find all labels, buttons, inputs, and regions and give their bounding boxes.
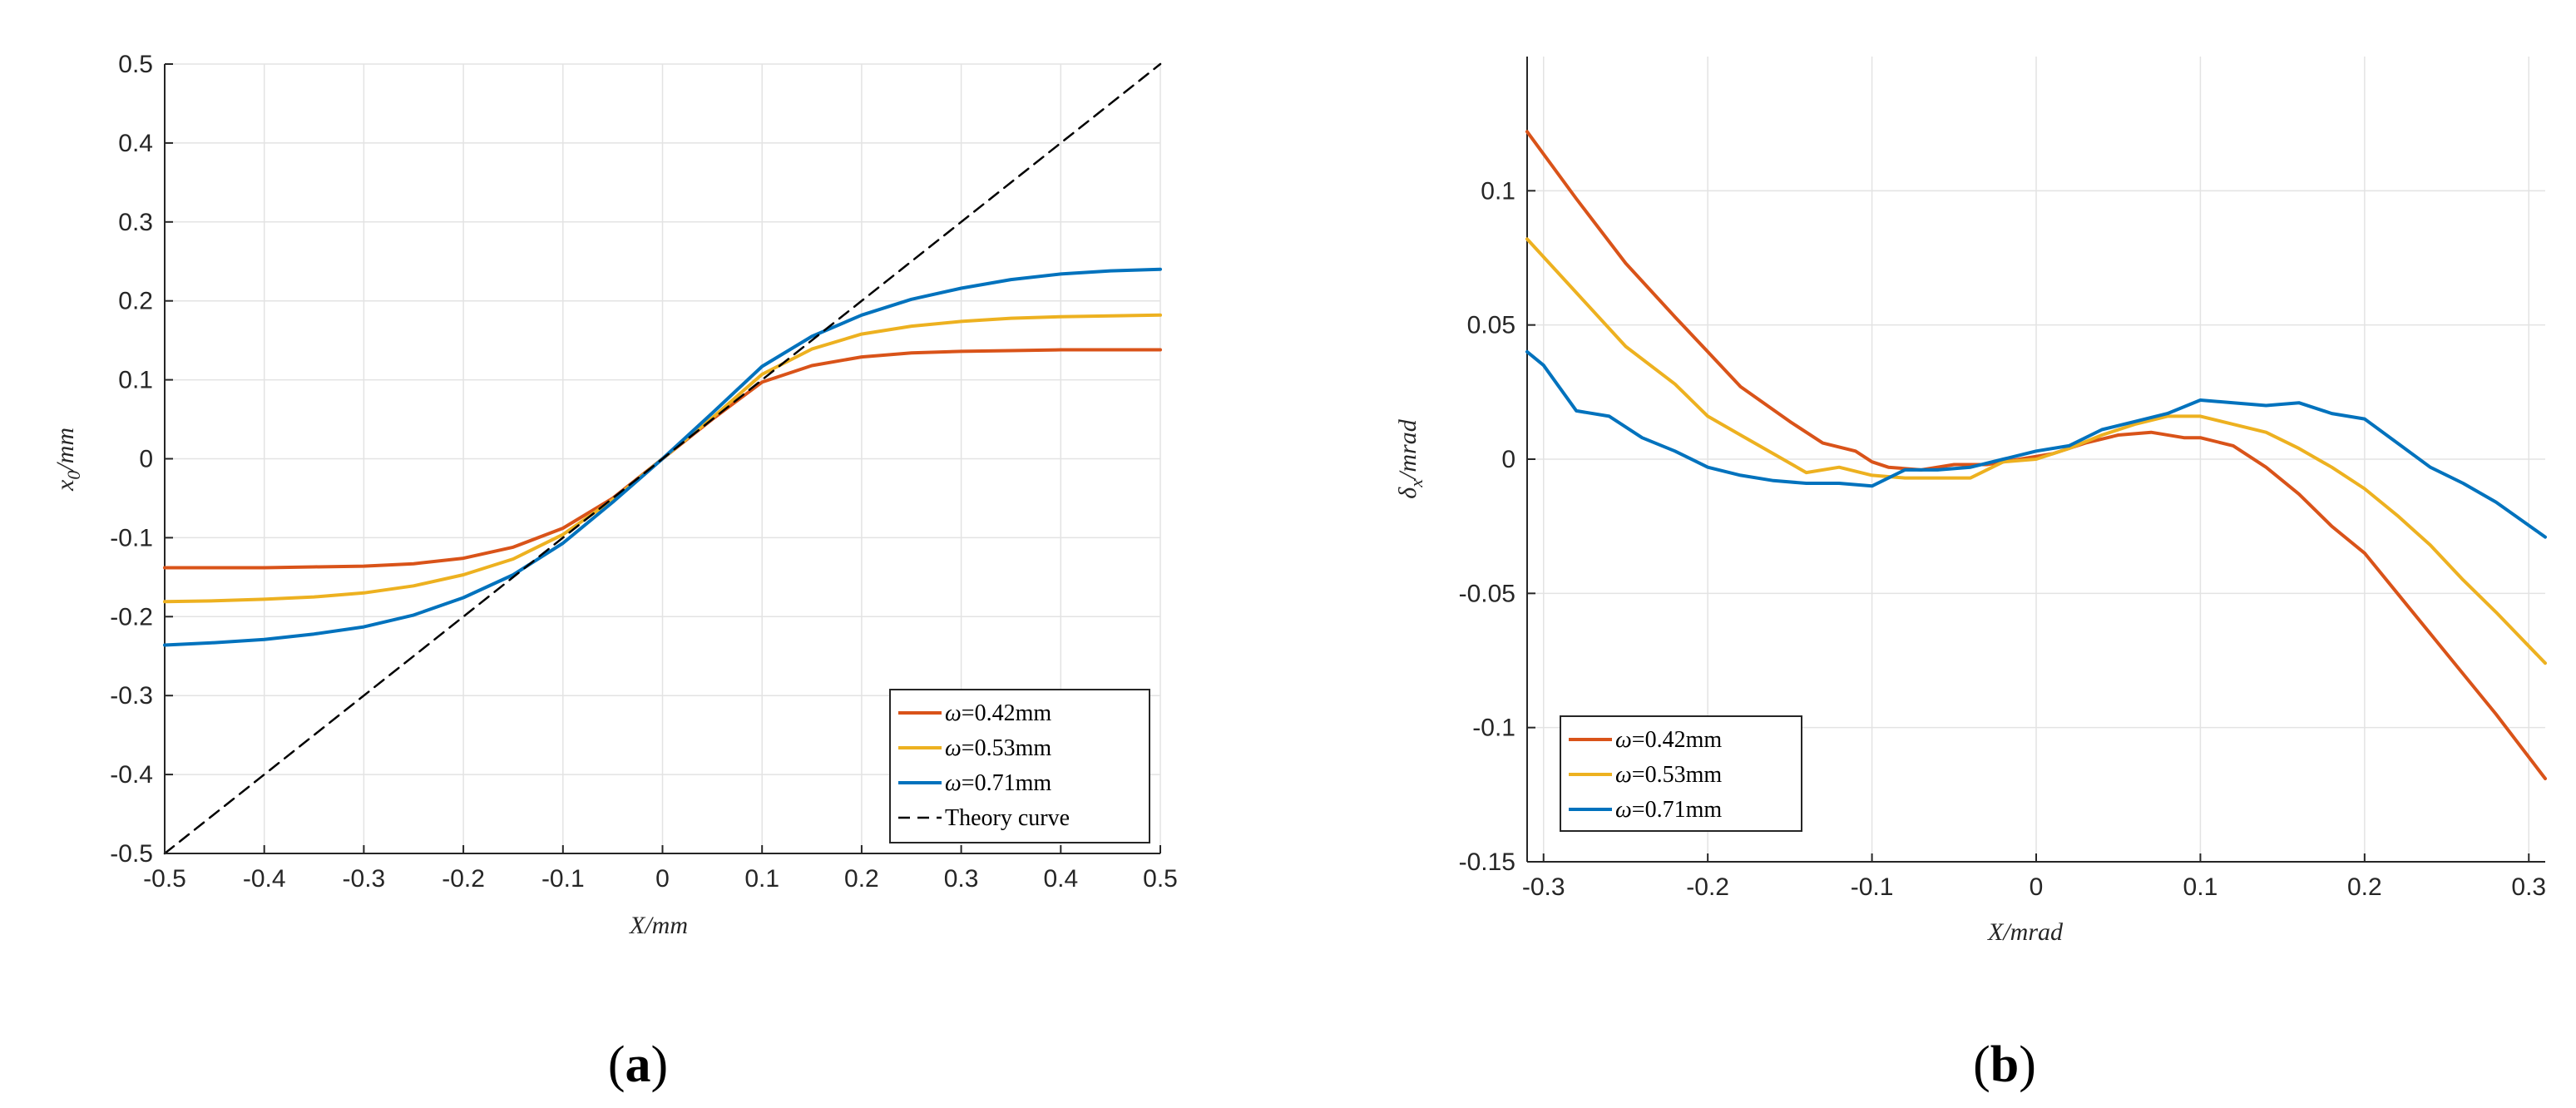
y-tick-label-a-9: 0.4 (118, 130, 153, 157)
x-tick-label-b-3: 0 (2030, 873, 2044, 901)
x-tick-label-a-10: 0.5 (1143, 865, 1178, 893)
legend-entry-a-1: ω=0.53mm (945, 735, 1051, 761)
y-tick-label-b-0: -0.15 (1459, 848, 1515, 876)
legend-label-a-2: =0.71mm (962, 770, 1052, 796)
legend-label-a-1: =0.53mm (962, 735, 1052, 761)
y-tick-label-b-3: 0 (1501, 446, 1515, 473)
panel-label-a-letter: a (625, 1036, 651, 1093)
y-axis-label-a-main: x (52, 479, 79, 492)
panel-label-b-letter: b (1990, 1036, 2019, 1093)
legend-label-a-0: =0.42mm (962, 700, 1052, 726)
x-tick-label-a-0: -0.5 (143, 865, 186, 893)
y-axis-label-a: x0/mm (52, 428, 84, 492)
y-tick-label-b-1: -0.1 (1472, 715, 1515, 742)
series-group-b (1525, 130, 2547, 780)
legend-label-b-2: =0.71mm (1632, 797, 1723, 823)
y-axis-label-b: δx/mrad (1394, 418, 1426, 498)
series-line-a-3 (163, 62, 1162, 855)
y-axis-label-b-main: δ (1394, 487, 1421, 499)
panel-label-b: (b) (1973, 1036, 2036, 1093)
x-tick-label-b-6: 0.3 (2511, 873, 2546, 901)
x-tick-label-b-1: -0.2 (1686, 873, 1729, 901)
x-tick-label-a-3: -0.2 (442, 865, 485, 893)
x-tick-label-a-9: 0.4 (1043, 865, 1078, 893)
legend-entry-a-0: ω=0.42mm (945, 700, 1051, 726)
x-tick-label-b-0: -0.3 (1522, 873, 1565, 901)
legend-entry-a-3: Theory curve (945, 805, 1070, 831)
legend-label-b-0: =0.42mm (1632, 727, 1723, 753)
x-tick-label-b-5: 0.2 (2347, 873, 2382, 901)
tick-labels-b: -0.3 -0.2 -0.1 0 0.1 0.2 0.3 -0.15 -0.1 -0.05 0 0.0… (1459, 177, 2547, 901)
y-tick-label-b-2: -0.05 (1459, 580, 1515, 607)
panel-label-a-open: ( (608, 1036, 625, 1093)
x-axis-label-a: X/mm (629, 912, 688, 939)
y-tick-label-b-5: 0.1 (1481, 177, 1515, 205)
chart-panel-a: -0.5 -0.4 -0.3 -0.2 -0.1 0 0.1 0.2 0.3 0.4 0.5 -0.5… (52, 51, 1178, 1093)
legend-label-a-3: Theory curve (945, 805, 1070, 831)
legend-entry-b-0: ω=0.42mm (1615, 727, 1722, 753)
series-group-a (163, 62, 1162, 855)
x-tick-label-a-4: -0.1 (541, 865, 585, 893)
legend-symbol-a-1: ω (945, 735, 962, 761)
legend-box-a (889, 689, 1150, 843)
legend-symbol-b-0: ω (1615, 727, 1632, 753)
y-tick-label-a-1: -0.4 (110, 761, 153, 789)
x-tick-label-a-2: -0.3 (343, 865, 386, 893)
y-tick-label-a-3: -0.2 (110, 603, 153, 631)
y-tick-label-a-8: 0.3 (118, 209, 153, 236)
y-axis-label-a-sub: 0 (63, 471, 84, 480)
panel-label-a: (a) (608, 1036, 668, 1093)
legend-entry-b-2: ω=0.71mm (1615, 797, 1722, 823)
y-tick-label-a-7: 0.2 (118, 288, 153, 315)
y-axis-label-b-suffix: /mrad (1394, 418, 1421, 481)
panel-label-a-close: ) (651, 1036, 669, 1093)
x-axis-label-b: X/mrad (1987, 918, 2064, 946)
x-tick-label-a-6: 0.1 (744, 865, 779, 893)
y-axis-label-a-suffix: /mm (52, 428, 79, 472)
series-line-b-2 (1525, 349, 2547, 539)
legend-entry-b-1: ω=0.53mm (1615, 762, 1722, 788)
chart-panel-b: -0.3 -0.2 -0.1 0 0.1 0.2 0.3 -0.15 -0.1 -0.05 0 0.0… (1394, 57, 2547, 1093)
x-tick-label-b-2: -0.1 (1851, 873, 1894, 901)
y-tick-label-a-6: 0.1 (118, 367, 153, 394)
y-tick-label-a-2: -0.3 (110, 682, 153, 710)
legend-symbol-a-0: ω (945, 700, 962, 726)
y-tick-label-a-5: 0 (139, 446, 153, 473)
x-tick-label-a-8: 0.3 (944, 865, 979, 893)
legend-symbol-b-2: ω (1615, 797, 1632, 823)
y-tick-label-b-4: 0.05 (1467, 312, 1515, 339)
y-axis-label-b-sub: x (1406, 479, 1426, 488)
x-tick-label-a-7: 0.2 (844, 865, 879, 893)
y-tick-label-a-0: -0.5 (110, 840, 153, 868)
y-tick-label-a-4: -0.1 (110, 524, 153, 552)
x-tick-label-a-1: -0.4 (243, 865, 286, 893)
legend-label-b-1: =0.53mm (1632, 762, 1723, 788)
legend-symbol-a-2: ω (945, 770, 962, 796)
panel-label-b-close: ) (2019, 1036, 2036, 1093)
y-tick-label-a-10: 0.5 (118, 51, 153, 78)
series-line-b-1 (1525, 237, 2547, 665)
legend-symbol-b-1: ω (1615, 762, 1632, 788)
tick-labels-a: -0.5 -0.4 -0.3 -0.2 -0.1 0 0.1 0.2 0.3 0.4 0.5 -0.5… (110, 51, 1178, 893)
x-tick-label-a-5: 0 (655, 865, 670, 893)
panel-label-b-open: ( (1973, 1036, 1990, 1093)
legend-entry-a-2: ω=0.71mm (945, 770, 1051, 796)
x-tick-label-b-4: 0.1 (2183, 873, 2218, 901)
